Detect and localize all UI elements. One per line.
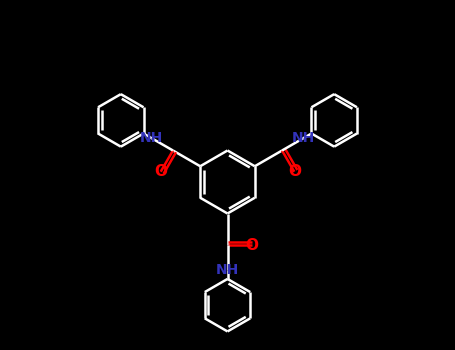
Text: NH: NH	[216, 262, 239, 276]
Text: O: O	[154, 164, 167, 179]
Text: O: O	[246, 238, 258, 252]
Text: NH: NH	[140, 131, 163, 145]
Text: O: O	[288, 164, 301, 179]
Text: NH: NH	[292, 131, 315, 145]
